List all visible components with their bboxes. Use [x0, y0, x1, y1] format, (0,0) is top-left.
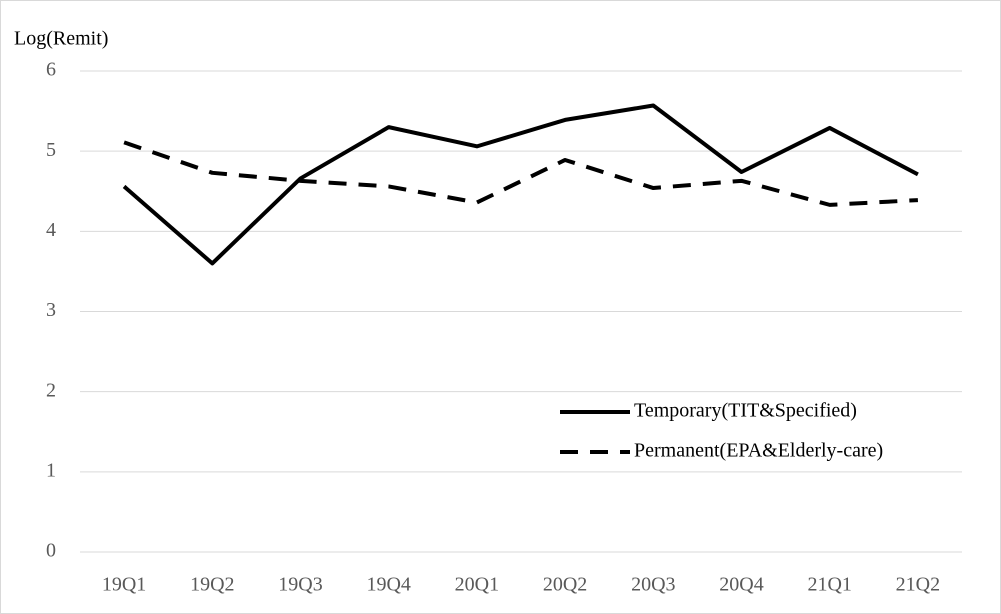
series-line: [122, 103, 919, 266]
y-tick-label: 2: [46, 379, 56, 401]
x-tick-label: 19Q2: [190, 574, 234, 596]
x-tick-label: 19Q3: [278, 574, 322, 596]
y-axis-label: Log(Remit): [14, 28, 108, 50]
x-tick-label: 19Q1: [102, 574, 146, 596]
y-tick-label: 3: [46, 299, 56, 321]
x-tick-label: 21Q1: [807, 574, 851, 596]
y-tick-label: 6: [46, 59, 56, 81]
x-tick-label: 20Q2: [543, 574, 587, 596]
x-tick-label: 20Q1: [455, 574, 499, 596]
y-tick-label: 4: [46, 219, 56, 241]
x-tick-label: 19Q4: [366, 574, 410, 596]
y-tick-label: 1: [46, 459, 56, 481]
x-tick-label: 21Q2: [896, 574, 940, 596]
series-line: [123, 140, 919, 207]
legend-label: Temporary(TIT&Specified): [634, 400, 857, 422]
legend-label: Permanent(EPA&Elderly-care): [634, 440, 883, 462]
x-tick-label: 20Q3: [631, 574, 675, 596]
y-tick-label: 0: [46, 540, 56, 562]
y-tick-label: 5: [46, 139, 56, 161]
x-tick-label: 20Q4: [719, 574, 763, 596]
